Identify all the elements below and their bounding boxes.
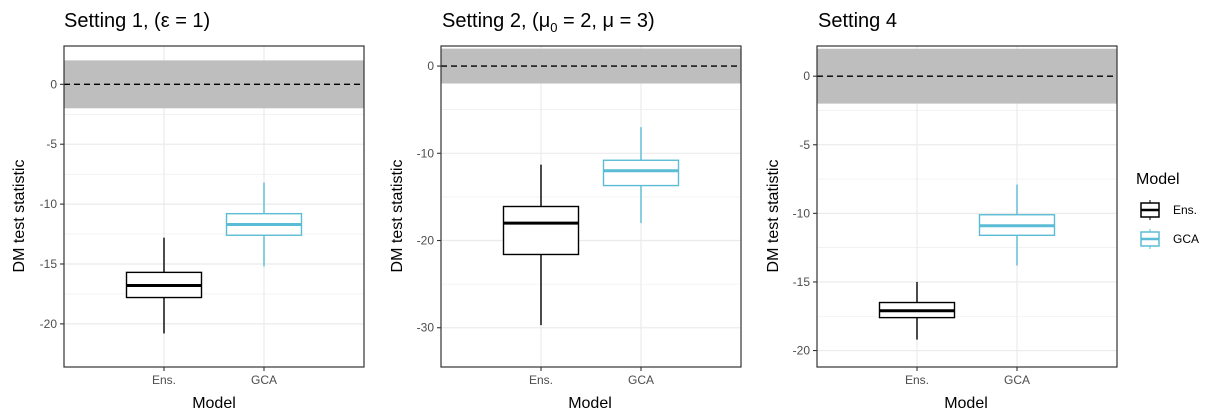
y-tick-label: -10	[417, 146, 435, 160]
x-axis-title: Model	[192, 395, 236, 412]
y-tick-label: -30	[417, 321, 435, 335]
y-tick-label: -20	[417, 234, 435, 248]
legend-title: Model	[1136, 171, 1180, 188]
panel-border	[816, 45, 1118, 368]
x-tick-label: Ens.	[152, 373, 176, 387]
panel-background	[441, 46, 741, 367]
iqr-box	[602, 159, 680, 187]
legend-label-gca: GCA	[1173, 232, 1199, 246]
x-tick-label: GCA	[251, 373, 277, 387]
panel-title: Setting 2, (μ0 = 2, μ = 3)	[442, 10, 655, 35]
panel-border	[440, 45, 742, 368]
y-tick-label: 0	[427, 59, 434, 73]
y-tick-label: -20	[40, 317, 58, 331]
panel-title: Setting 1, (ε = 1)	[64, 10, 210, 32]
plot-area: 0 -5 -10 -15 -20 Ens. GCA	[40, 45, 365, 387]
panel-setting-1: Setting 1, (ε = 1) 0 -5 -10 -15 -20 Ens. GCA D…	[11, 10, 365, 412]
box-ens	[502, 164, 580, 326]
legend-key-gca	[1140, 229, 1160, 249]
x-axis-title: Model	[944, 395, 988, 412]
x-tick-label: Ens.	[905, 373, 929, 387]
panel-border	[63, 45, 365, 368]
plot-area: 0 -10 -20 -30 Ens. GCA	[417, 45, 742, 387]
legend-label-ens: Ens.	[1173, 203, 1197, 217]
iqr-box	[502, 205, 580, 256]
y-tick-label: -5	[799, 138, 810, 152]
panel-setting-2: Setting 2, (μ0 = 2, μ = 3) 0 -10 -20 -30 Ens…	[389, 10, 742, 412]
y-axis-title: DM test statistic	[765, 160, 782, 273]
x-tick-label: Ens.	[529, 373, 553, 387]
y-axis-title: DM test statistic	[389, 160, 406, 273]
y-tick-label: -15	[793, 275, 811, 289]
box-gca	[978, 184, 1056, 266]
y-tick-label: -10	[793, 206, 811, 220]
panel-title: Setting 4	[818, 10, 897, 32]
box-ens	[125, 237, 203, 334]
box-gca	[225, 182, 303, 267]
plot-area: 0 -5 -10 -15 -20 Ens. GCA	[793, 45, 1118, 387]
y-tick-label: 0	[50, 77, 57, 91]
x-axis-title: Model	[568, 395, 612, 412]
y-tick-label: -10	[40, 197, 58, 211]
x-tick-label: GCA	[628, 373, 654, 387]
y-tick-label: -5	[46, 137, 57, 151]
box-ens	[878, 281, 956, 340]
y-tick-label: -15	[40, 257, 58, 271]
box-gca	[602, 127, 680, 224]
y-axis-title: DM test statistic	[11, 160, 28, 273]
x-tick-label: GCA	[1004, 373, 1030, 387]
legend: Model Ens. GCA	[1136, 171, 1199, 249]
y-tick-label: 0	[803, 69, 810, 83]
panel-setting-4: Setting 4 0 -5 -10 -15 -20 Ens. GCA DM test st…	[765, 10, 1118, 412]
legend-key-ens	[1140, 200, 1160, 220]
y-tick-label: -20	[793, 344, 811, 358]
